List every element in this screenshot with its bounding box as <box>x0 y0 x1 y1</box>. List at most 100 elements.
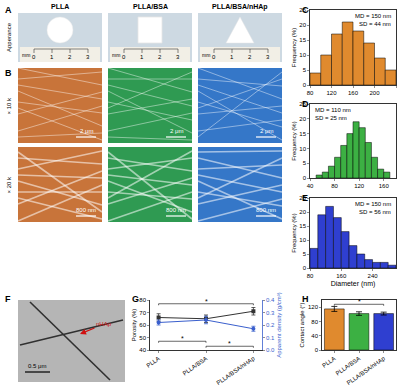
svg-text:40: 40 <box>311 333 318 339</box>
svg-text:80: 80 <box>139 297 146 303</box>
svg-text:Porosity (%): Porosity (%) <box>131 309 137 342</box>
svg-text:0.0: 0.0 <box>266 347 275 353</box>
svg-text:3: 3 <box>86 54 90 60</box>
svg-text:0.3: 0.3 <box>266 310 275 316</box>
svg-text:10: 10 <box>299 146 306 152</box>
svg-text:40: 40 <box>139 347 146 353</box>
svg-text:1: 1 <box>140 54 144 60</box>
svg-text:5: 5 <box>303 251 307 257</box>
svg-text:120: 120 <box>308 304 319 310</box>
svg-text:× 20 k: × 20 k <box>6 176 12 194</box>
svg-text:SD = 56 nm: SD = 56 nm <box>359 209 391 215</box>
svg-text:0.5 μm: 0.5 μm <box>28 363 46 369</box>
svg-text:PLLA/BSA: PLLA/BSA <box>182 355 209 376</box>
svg-text:3: 3 <box>176 54 180 60</box>
svg-text:240: 240 <box>368 273 379 279</box>
svg-text:2 μm: 2 μm <box>80 128 93 134</box>
svg-text:× 10 k: × 10 k <box>6 97 12 115</box>
svg-text:B: B <box>5 68 12 78</box>
svg-text:*: * <box>228 340 231 347</box>
svg-text:3: 3 <box>266 54 270 60</box>
svg-text:1: 1 <box>230 54 234 60</box>
svg-text:mm: mm <box>202 52 210 58</box>
svg-text:5: 5 <box>303 67 307 73</box>
svg-text:MD = 150 nm: MD = 150 nm <box>355 201 391 207</box>
svg-text:25: 25 <box>299 7 306 13</box>
svg-text:2: 2 <box>158 54 162 60</box>
svg-text:60: 60 <box>139 322 146 328</box>
svg-text:800 nm: 800 nm <box>166 207 186 213</box>
svg-text:Frequency (%): Frequency (%) <box>291 28 297 67</box>
svg-text:PLLA/BSA/nHAp: PLLA/BSA/nHAp <box>215 355 256 386</box>
svg-text:Apperance: Apperance <box>6 22 12 52</box>
svg-text:F: F <box>5 294 11 304</box>
svg-text:MD = 150 nm: MD = 150 nm <box>355 13 391 19</box>
svg-text:200: 200 <box>369 90 380 96</box>
svg-text:Frequency (%): Frequency (%) <box>291 121 297 160</box>
svg-text:20: 20 <box>299 209 306 215</box>
svg-text:H: H <box>302 294 309 304</box>
svg-text:0: 0 <box>303 82 307 88</box>
svg-text:160: 160 <box>348 90 359 96</box>
svg-text:2 μm: 2 μm <box>170 128 183 134</box>
svg-text:15: 15 <box>299 37 306 43</box>
svg-text:PLLA/BSA: PLLA/BSA <box>133 3 168 10</box>
svg-text:15: 15 <box>299 223 306 229</box>
svg-text:70: 70 <box>139 310 146 316</box>
svg-text:PLLA: PLLA <box>51 3 69 10</box>
svg-text:20: 20 <box>299 116 306 122</box>
svg-text:PLLA: PLLA <box>321 355 336 368</box>
svg-text:PLLA: PLLA <box>145 355 160 368</box>
svg-text:SD = 25 nm: SD = 25 nm <box>315 115 347 121</box>
svg-text:0: 0 <box>212 54 216 60</box>
svg-text:80: 80 <box>311 319 318 325</box>
svg-text:*: * <box>358 298 361 305</box>
svg-text:C: C <box>302 5 309 15</box>
svg-text:120: 120 <box>326 90 337 96</box>
svg-text:Apparent density (g/cm³): Apparent density (g/cm³) <box>276 292 282 358</box>
svg-text:80: 80 <box>331 183 338 189</box>
svg-text:1: 1 <box>50 54 54 60</box>
svg-text:PLLA/BSA: PLLA/BSA <box>335 355 362 376</box>
svg-text:Contact angle (°): Contact angle (°) <box>299 302 305 347</box>
svg-text:15: 15 <box>299 131 306 137</box>
svg-text:mm: mm <box>22 52 30 58</box>
svg-text:800 nm: 800 nm <box>76 207 96 213</box>
svg-text:800 nm: 800 nm <box>256 207 276 213</box>
svg-text:nHAp: nHAp <box>96 321 112 327</box>
svg-text:40: 40 <box>307 183 314 189</box>
svg-text:10: 10 <box>299 52 306 58</box>
svg-text:0: 0 <box>303 265 307 271</box>
svg-text:*: * <box>205 298 208 305</box>
svg-text:0.2: 0.2 <box>266 322 275 328</box>
svg-text:PLLA/BSA/nHAp: PLLA/BSA/nHAp <box>346 355 387 386</box>
svg-text:mm: mm <box>112 52 120 58</box>
svg-text:0: 0 <box>303 175 307 181</box>
svg-text:SD = 44 nm: SD = 44 nm <box>359 21 391 27</box>
svg-text:Frequency (%): Frequency (%) <box>291 213 297 252</box>
svg-text:0.1: 0.1 <box>266 335 275 341</box>
svg-text:0.4: 0.4 <box>266 297 275 303</box>
svg-text:120: 120 <box>354 183 365 189</box>
svg-text:MD = 110 nm: MD = 110 nm <box>315 107 351 113</box>
svg-text:G: G <box>132 294 139 304</box>
svg-text:50: 50 <box>139 335 146 341</box>
svg-text:2: 2 <box>248 54 252 60</box>
svg-text:A: A <box>5 5 12 15</box>
svg-text:D: D <box>302 99 309 109</box>
svg-text:80: 80 <box>307 90 314 96</box>
svg-text:Diameter (nm): Diameter (nm) <box>331 280 376 288</box>
svg-text:20: 20 <box>299 22 306 28</box>
svg-text:160: 160 <box>379 183 390 189</box>
svg-text:0: 0 <box>122 54 126 60</box>
svg-text:E: E <box>302 193 308 203</box>
svg-text:0: 0 <box>315 347 319 353</box>
svg-text:5: 5 <box>303 160 307 166</box>
svg-text:2: 2 <box>68 54 72 60</box>
svg-text:10: 10 <box>299 237 306 243</box>
svg-text:*: * <box>181 335 184 342</box>
svg-text:160: 160 <box>336 273 347 279</box>
svg-text:PLLA/BSA/nHAp: PLLA/BSA/nHAp <box>212 3 268 11</box>
svg-text:25: 25 <box>299 101 306 107</box>
svg-text:2 μm: 2 μm <box>260 128 273 134</box>
